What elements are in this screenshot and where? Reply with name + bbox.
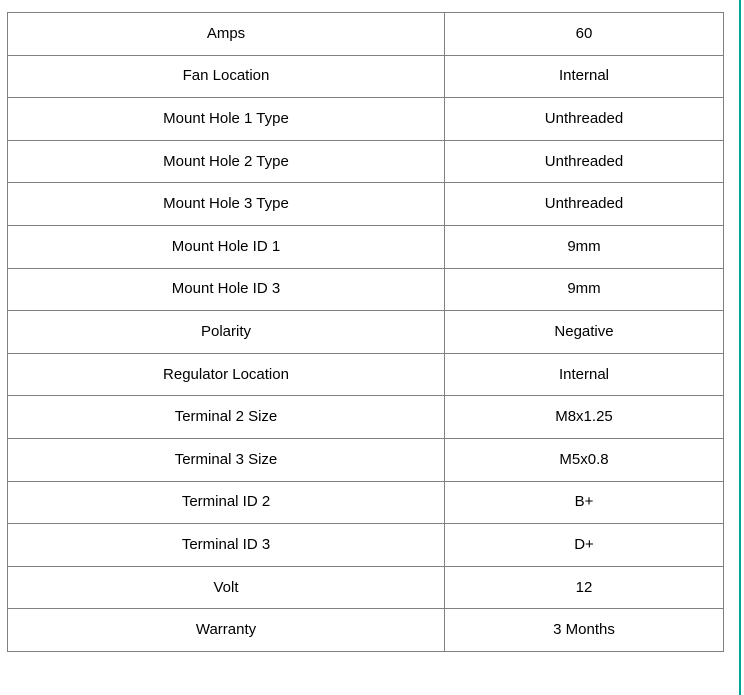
table-row: Terminal 2 Size M8x1.25: [7, 395, 724, 439]
spec-label-cell: Regulator Location: [7, 352, 445, 397]
spec-label-cell: Amps: [7, 12, 445, 56]
spec-value-cell: Unthreaded: [444, 182, 724, 226]
spec-label-cell: Terminal ID 3: [7, 523, 445, 567]
spec-label-cell: Warranty: [7, 608, 445, 652]
vertical-accent-line: [739, 0, 741, 695]
table-row: Mount Hole 2 Type Unthreaded: [7, 139, 724, 184]
spec-label-cell: Mount Hole 1 Type: [7, 97, 445, 141]
spec-value-cell: 60: [444, 12, 724, 56]
spec-label-cell: Mount Hole ID 1: [7, 224, 445, 269]
specifications-table: Amps 60 Fan Location Internal Mount Hole…: [7, 12, 724, 652]
table-row: Amps 60: [7, 12, 724, 56]
spec-value-cell: Unthreaded: [444, 97, 724, 141]
table-row: Mount Hole 3 Type Unthreaded: [7, 182, 724, 226]
spec-label-cell: Mount Hole ID 3: [7, 267, 445, 312]
table-row: Mount Hole 1 Type Unthreaded: [7, 97, 724, 141]
spec-label-cell: Volt: [7, 565, 445, 610]
spec-value-cell: B+: [444, 480, 724, 525]
spec-label-cell: Mount Hole 2 Type: [7, 139, 445, 184]
table-row: Volt 12: [7, 565, 724, 610]
table-row: Terminal 3 Size M5x0.8: [7, 437, 724, 482]
spec-value-cell: M8x1.25: [444, 395, 724, 439]
spec-value-cell: 9mm: [444, 267, 724, 312]
spec-value-cell: 12: [444, 565, 724, 610]
table-row: Terminal ID 2 B+: [7, 480, 724, 525]
spec-value-cell: Internal: [444, 54, 724, 99]
table-row: Fan Location Internal: [7, 54, 724, 99]
spec-value-cell: M5x0.8: [444, 437, 724, 482]
spec-label-cell: Fan Location: [7, 54, 445, 99]
table-row: Mount Hole ID 3 9mm: [7, 267, 724, 312]
spec-value-cell: Negative: [444, 310, 724, 354]
spec-value-cell: D+: [444, 523, 724, 567]
spec-label-cell: Mount Hole 3 Type: [7, 182, 445, 226]
spec-label-cell: Terminal 3 Size: [7, 437, 445, 482]
spec-label-cell: Terminal 2 Size: [7, 395, 445, 439]
spec-value-cell: 9mm: [444, 224, 724, 269]
spec-value-cell: Internal: [444, 352, 724, 397]
table-row: Regulator Location Internal: [7, 352, 724, 397]
spec-label-cell: Terminal ID 2: [7, 480, 445, 525]
table-row: Terminal ID 3 D+: [7, 523, 724, 567]
spec-value-cell: Unthreaded: [444, 139, 724, 184]
spec-value-cell: 3 Months: [444, 608, 724, 652]
table-row: Polarity Negative: [7, 310, 724, 354]
table-row: Mount Hole ID 1 9mm: [7, 224, 724, 269]
table-row: Warranty 3 Months: [7, 608, 724, 652]
spec-label-cell: Polarity: [7, 310, 445, 354]
